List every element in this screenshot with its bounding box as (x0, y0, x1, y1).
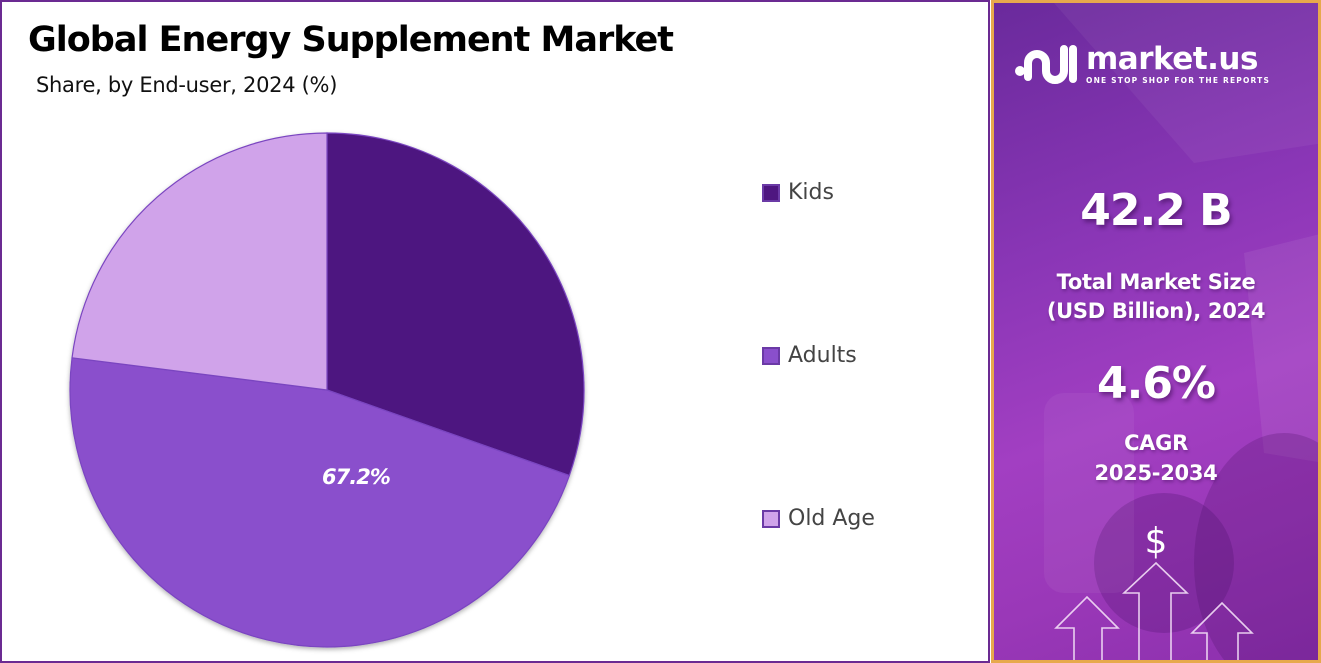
growth-arrows-icon (1054, 561, 1254, 660)
chart-subtitle: Share, by End-user, 2024 (%) (36, 73, 338, 97)
legend-item-kids: Kids (762, 180, 834, 205)
legend-item-adults: Adults (762, 343, 857, 368)
legend-label-kids: Kids (788, 180, 834, 205)
legend-item-old-age: Old Age (762, 506, 875, 531)
pie-slice-old-age (71, 132, 328, 391)
legend-swatch-kids (762, 183, 780, 202)
legend-swatch-old-age (762, 509, 780, 528)
market-us-logo-icon (1015, 45, 1077, 84)
chart-title: Global Energy Supplement Market (28, 20, 674, 60)
market-size-caption-line1: Total Market Size (1056, 270, 1256, 294)
market-size-value: 42.2 B (1080, 185, 1232, 236)
pie-slice-kids (326, 132, 585, 477)
market-us-logo: market.us ONE STOP SHOP FOR THE REPORTS (1014, 41, 1270, 87)
market-size-caption-line2: (USD Billion), 2024 (1046, 299, 1266, 323)
chart-panel: Global Energy Supplement Market Share, b… (0, 0, 990, 663)
dollar-icon: $ (1144, 521, 1168, 562)
pie-data-label-adults: 67.2% (322, 465, 391, 489)
legend-label-old-age: Old Age (788, 506, 875, 531)
pie-slice-adults (69, 357, 571, 648)
logo-tagline: ONE STOP SHOP FOR THE REPORTS (1086, 76, 1271, 85)
logo-name: market.us (1086, 41, 1258, 77)
cagr-caption-line1: CAGR (1124, 431, 1188, 455)
background-decoration (1044, 3, 1318, 660)
cagr-value: 4.6% (1096, 358, 1216, 409)
cagr-caption-line2: 2025-2034 (1094, 461, 1218, 485)
pie-chart: 67.2% (2, 2, 702, 663)
legend-label-adults: Adults (788, 343, 857, 368)
stats-panel: market.us ONE STOP SHOP FOR THE REPORTS … (991, 0, 1321, 663)
pie-chart-svg (69, 132, 585, 648)
legend-swatch-adults (762, 346, 780, 365)
